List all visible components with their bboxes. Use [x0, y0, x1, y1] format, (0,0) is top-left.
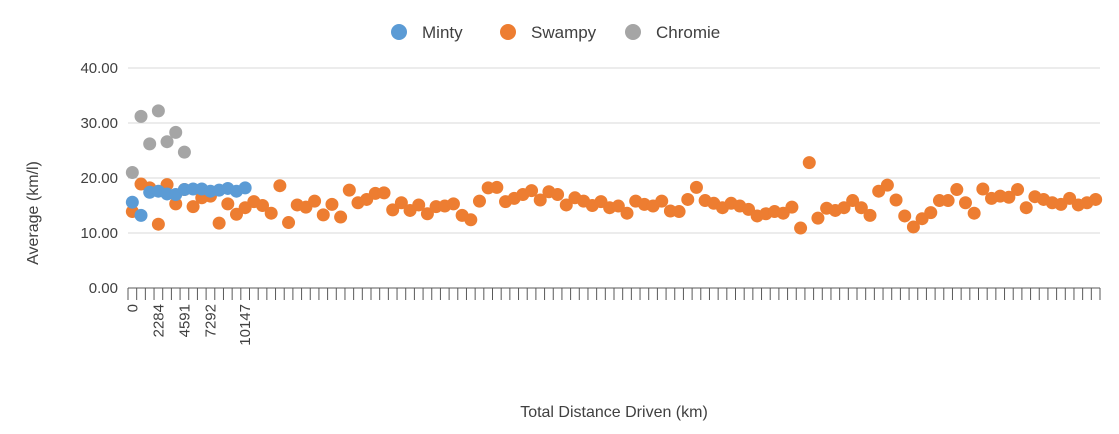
point-swampy [420, 207, 434, 221]
point-chromie [134, 109, 148, 123]
x-tick-label: 0 [124, 304, 141, 312]
x-axis-title: Total Distance Driven (km) [520, 404, 708, 421]
data-points [125, 104, 1103, 235]
x-tick-label: 7292 [202, 304, 219, 337]
point-swampy [308, 194, 322, 208]
point-swampy [525, 184, 539, 198]
point-swampy [785, 200, 799, 214]
point-swampy [802, 156, 816, 170]
y-tick-label: 40.00 [80, 60, 118, 77]
point-swampy [880, 178, 894, 192]
point-swampy [906, 220, 920, 234]
point-swampy [169, 197, 183, 211]
point-swampy [186, 200, 200, 214]
point-swampy [472, 194, 486, 208]
point-swampy [316, 208, 330, 222]
point-swampy [846, 194, 860, 208]
point-swampy [620, 206, 634, 220]
point-minty [125, 195, 139, 209]
point-chromie [169, 125, 183, 139]
point-chromie [125, 166, 139, 179]
point-swampy [273, 179, 287, 193]
point-swampy [256, 199, 270, 212]
point-swampy [377, 186, 391, 200]
point-minty [238, 181, 252, 195]
point-swampy [386, 203, 400, 217]
point-swampy [221, 197, 235, 211]
point-swampy [655, 194, 669, 208]
point-chromie [143, 137, 157, 151]
point-swampy [1089, 192, 1103, 206]
point-swampy [689, 180, 703, 194]
y-axis-tick-labels: 0.00 10.00 20.00 30.00 40.00 [80, 60, 118, 297]
point-swampy [1011, 183, 1025, 197]
point-swampy [898, 209, 912, 223]
point-swampy [464, 213, 478, 227]
point-swampy [672, 205, 686, 219]
x-tick-label: 10147 [237, 304, 254, 346]
point-swampy [958, 196, 972, 210]
y-tick-label: 30.00 [80, 115, 118, 132]
point-minty [134, 208, 148, 222]
y-axis-title: Average (km/l) [25, 161, 42, 265]
point-swampy [950, 183, 964, 197]
x-tick-label: 2284 [150, 304, 167, 337]
gridlines [128, 67, 1100, 234]
point-swampy [924, 206, 938, 220]
point-swampy [490, 180, 504, 194]
x-axis-ticks [127, 288, 1101, 300]
point-swampy [854, 201, 868, 215]
point-swampy [264, 206, 278, 220]
point-swampy [1002, 190, 1016, 204]
y-tick-label: 20.00 [80, 170, 118, 187]
point-swampy [412, 198, 426, 212]
legend-marker-chromie [625, 24, 641, 40]
point-swampy [446, 197, 460, 211]
y-tick-label: 0.00 [89, 280, 118, 297]
point-swampy [794, 221, 808, 235]
point-swampy [837, 201, 851, 215]
point-swampy [282, 216, 296, 230]
legend-label-chromie: Chromie [656, 23, 720, 42]
legend-label-minty: Minty [422, 23, 463, 42]
point-swampy [967, 206, 981, 220]
point-swampy [611, 199, 625, 213]
point-swampy [1019, 201, 1033, 215]
point-swampy [863, 208, 877, 222]
legend: Minty Swampy Chromie [391, 23, 720, 42]
point-chromie [151, 104, 165, 118]
point-swampy [889, 193, 903, 207]
legend-marker-swampy [500, 24, 516, 40]
legend-label-swampy: Swampy [531, 23, 597, 42]
point-swampy [681, 192, 695, 206]
point-swampy [325, 197, 339, 211]
point-swampy [976, 182, 990, 196]
point-swampy [394, 196, 408, 210]
x-tick-label: 4591 [176, 304, 193, 337]
point-swampy [212, 216, 226, 230]
x-axis-tick-labels: 0 2284 4591 7292 10147 [124, 304, 254, 346]
point-swampy [551, 188, 565, 201]
legend-marker-minty [391, 24, 407, 40]
point-swampy [941, 194, 955, 208]
point-chromie [160, 135, 174, 149]
point-swampy [559, 198, 573, 212]
y-tick-label: 10.00 [80, 225, 118, 242]
point-swampy [811, 211, 825, 225]
point-swampy [533, 193, 547, 207]
point-swampy [151, 217, 165, 231]
point-swampy [334, 210, 348, 224]
point-chromie [177, 145, 191, 159]
point-swampy [342, 183, 356, 197]
